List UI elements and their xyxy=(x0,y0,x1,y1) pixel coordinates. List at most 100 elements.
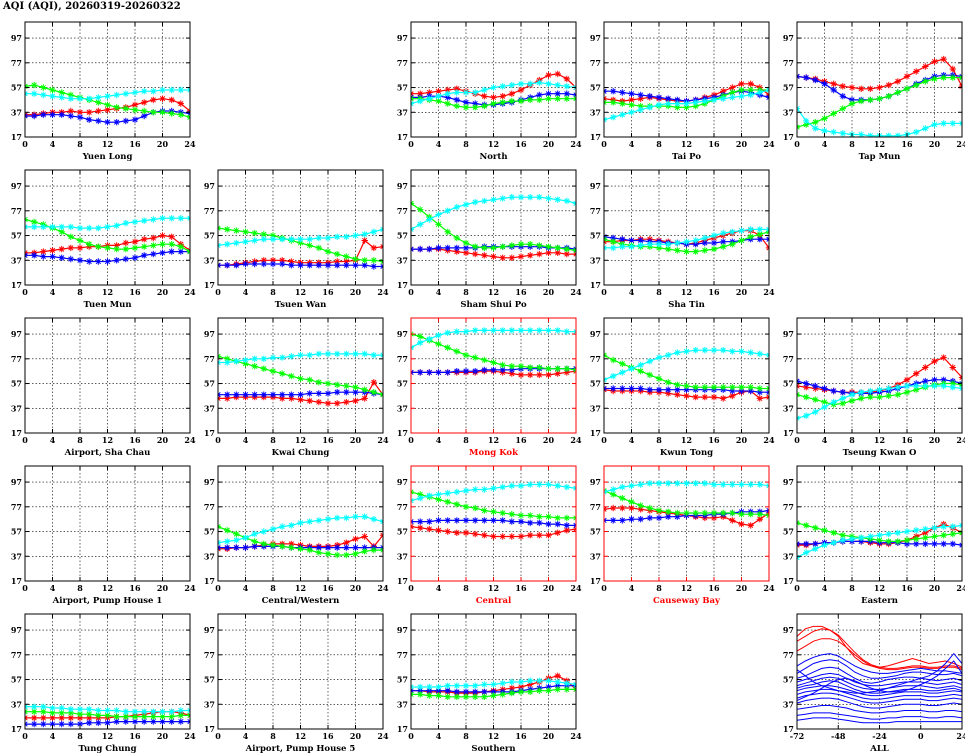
data-point xyxy=(370,546,377,554)
data-point xyxy=(31,112,38,120)
data-point xyxy=(453,248,460,255)
y-tick-label: 97 xyxy=(590,477,601,487)
data-point xyxy=(499,533,506,540)
data-point xyxy=(922,382,929,390)
data-point xyxy=(462,244,470,252)
y-tick-label: 77 xyxy=(11,354,22,364)
data-point xyxy=(720,384,727,391)
data-point xyxy=(803,412,810,419)
data-point xyxy=(903,540,911,548)
data-point xyxy=(720,347,727,354)
data-point xyxy=(233,530,240,538)
series-green-2 xyxy=(411,330,576,374)
data-point xyxy=(288,258,295,265)
data-point xyxy=(251,538,258,545)
x-tick-label: 20 xyxy=(543,139,555,149)
data-point xyxy=(260,260,267,268)
data-point xyxy=(499,680,506,687)
data-point xyxy=(159,713,166,720)
data-point xyxy=(949,540,956,548)
x-tick-label: 12 xyxy=(102,731,113,741)
data-point xyxy=(141,713,148,720)
panel-tai-po: 17 37 57 77 97 0 4 8 12 16 20 24 Tai Po xyxy=(590,21,775,162)
grid xyxy=(604,318,769,433)
data-point xyxy=(701,509,708,517)
x-tick-label: 20 xyxy=(350,435,362,445)
data-point xyxy=(49,720,56,728)
data-point xyxy=(141,708,148,715)
data-point xyxy=(949,530,956,538)
data-point xyxy=(545,195,552,202)
data-point xyxy=(848,96,856,104)
data-point xyxy=(554,95,561,102)
data-point xyxy=(141,243,148,250)
data-point xyxy=(104,707,111,714)
data-point xyxy=(508,81,515,89)
panel-kwun-tong: 17 37 57 77 97 0 4 8 12 16 20 24 Kwun Tong xyxy=(590,317,775,458)
data-point xyxy=(177,712,184,719)
data-point xyxy=(324,550,332,557)
panel-tsuen-wan: 17 37 57 77 97 0 4 8 12 16 20 24 Tsuen Wan xyxy=(204,169,389,310)
data-point xyxy=(417,97,424,105)
data-point xyxy=(31,252,38,259)
x-tick-label: 4 xyxy=(243,435,249,445)
data-point xyxy=(306,351,313,359)
y-tick-label: 97 xyxy=(11,329,22,339)
data-point xyxy=(159,241,166,248)
data-point xyxy=(710,384,718,391)
data-point xyxy=(563,365,570,372)
data-point xyxy=(674,381,681,388)
series-group xyxy=(604,480,769,529)
data-point xyxy=(177,707,184,714)
data-point xyxy=(692,509,699,517)
y-tick-label: 97 xyxy=(11,477,22,487)
x-tick-label: 8 xyxy=(270,287,276,297)
data-point xyxy=(159,232,166,239)
data-point xyxy=(803,549,810,556)
data-point xyxy=(655,94,663,101)
data-point xyxy=(720,229,727,237)
data-point xyxy=(444,100,451,107)
x-tick-label: 16 xyxy=(129,287,141,297)
series-line xyxy=(797,659,962,679)
x-tick-label: 20 xyxy=(736,287,748,297)
x-tick-label: 16 xyxy=(515,435,527,445)
data-point xyxy=(233,544,240,551)
data-point xyxy=(426,518,433,525)
y-tick-label: 97 xyxy=(397,329,408,339)
y-tick-label: 77 xyxy=(783,502,794,512)
data-point xyxy=(527,681,534,688)
data-point xyxy=(536,91,543,99)
data-point xyxy=(315,244,322,252)
data-point xyxy=(260,355,267,362)
data-point xyxy=(563,483,570,491)
data-point xyxy=(885,132,892,137)
y-tick-label: 37 xyxy=(11,699,22,709)
data-point xyxy=(683,392,690,400)
data-point xyxy=(563,95,570,102)
data-point xyxy=(324,390,332,397)
x-tick-label: 4 xyxy=(50,583,56,593)
data-point xyxy=(370,351,377,359)
data-point xyxy=(334,233,341,240)
x-tick-label: 12 xyxy=(874,435,885,445)
data-point xyxy=(738,237,745,244)
data-point xyxy=(913,370,920,377)
data-point xyxy=(417,524,424,531)
data-point xyxy=(297,545,304,552)
data-point xyxy=(297,396,304,403)
data-point xyxy=(141,217,148,224)
data-point xyxy=(67,706,74,713)
series-blue-5 xyxy=(797,666,962,684)
y-tick-label: 97 xyxy=(590,181,601,191)
x-tick-label: 16 xyxy=(322,287,334,297)
data-point xyxy=(563,328,570,335)
data-point xyxy=(830,86,837,94)
x-tick-label: 12 xyxy=(488,435,499,445)
data-point xyxy=(876,386,883,393)
y-tick-label: 77 xyxy=(11,650,22,660)
data-point xyxy=(610,517,617,524)
data-point xyxy=(610,385,617,392)
data-point xyxy=(646,93,653,100)
x-tick-label: 0 xyxy=(22,731,28,741)
